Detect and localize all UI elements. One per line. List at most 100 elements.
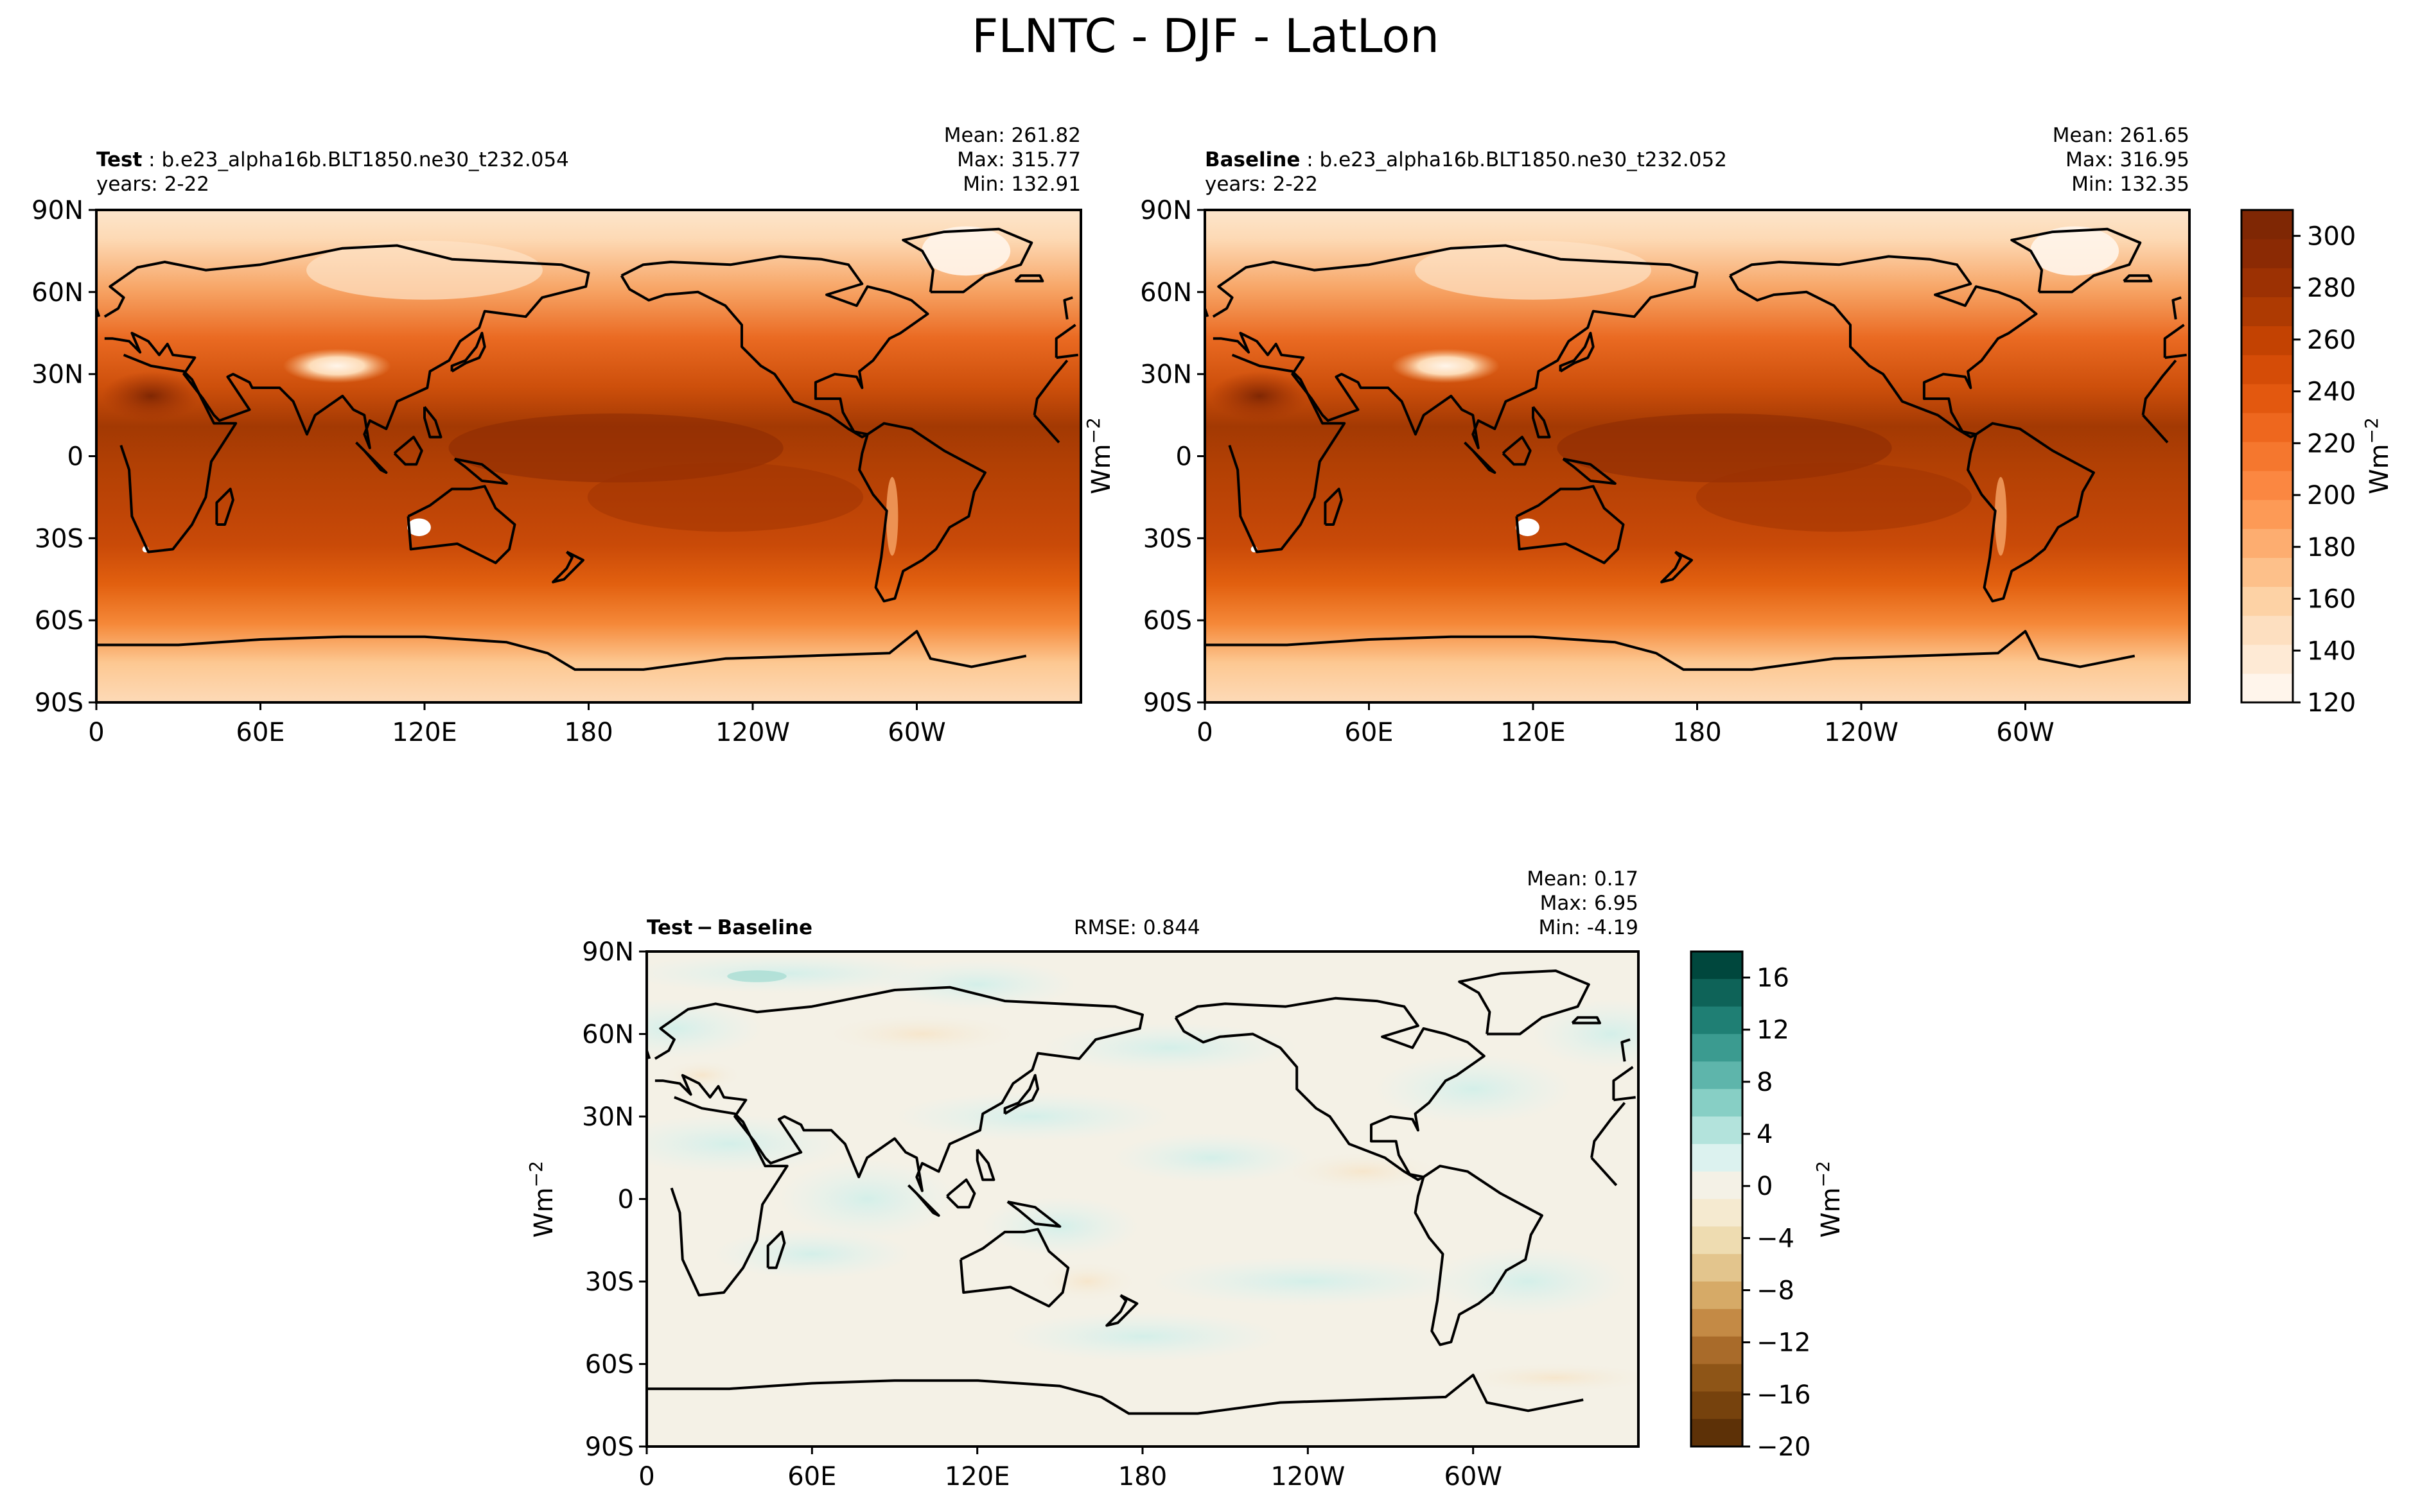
baseline-siberia xyxy=(1415,240,1651,300)
lat-tick-label: 60S xyxy=(1143,606,1192,636)
lat-tick-label: 60N xyxy=(31,278,83,308)
lon-tick-label: 0 xyxy=(638,1462,654,1491)
test-min: Min: 132.91 xyxy=(963,173,1081,196)
diff-neg-anom xyxy=(662,1060,742,1090)
colorbar-diff-tick-label: 8 xyxy=(1757,1068,1773,1097)
coastline-japan xyxy=(1559,331,1595,373)
diff-max: Max: 6.95 xyxy=(1539,892,1638,915)
coastline-borneo xyxy=(1502,435,1532,466)
colorbar-diff-segment xyxy=(1691,1364,1742,1392)
coastline-africa xyxy=(1033,360,1069,415)
coastline-eurasia xyxy=(2163,324,2185,358)
test-units-label: Wm−2 xyxy=(1083,417,1116,494)
coastline-uk xyxy=(2171,296,2182,320)
lon-tick-label: 60E xyxy=(1344,718,1393,747)
colorbar-diff-tick-label: 4 xyxy=(1757,1120,1773,1149)
diff-pos-anom xyxy=(893,1091,1171,1142)
coastline-eurasia xyxy=(103,244,590,449)
colorbar-diff-segment xyxy=(1691,1143,1742,1172)
test-tibet xyxy=(283,349,392,383)
colorbar-main-segment xyxy=(2241,268,2293,297)
coastline-antarctica xyxy=(647,1373,1584,1415)
colorbar-main-segment xyxy=(2241,644,2293,674)
colorbar-main-segment xyxy=(2241,471,2293,500)
coastline-africa xyxy=(1590,1102,1626,1158)
coastline-antarctica xyxy=(96,630,1027,671)
lat-tick-label: 60N xyxy=(1140,278,1192,308)
lat-tick-label: 90S xyxy=(1143,688,1192,718)
diff-mean: Mean: 0.17 xyxy=(1527,867,1638,891)
colorbar-main-tick-label: 240 xyxy=(2307,378,2356,407)
colorbar-main-tick-label: 200 xyxy=(2307,481,2356,510)
colorbar-diff-segment xyxy=(1691,1061,1742,1090)
coastline-japan xyxy=(450,331,486,373)
lon-tick-label: 180 xyxy=(564,718,613,747)
baseline-andes xyxy=(1994,476,2007,556)
lat-tick-label: 90N xyxy=(582,937,634,967)
baseline-label: Baseline xyxy=(1205,148,1301,171)
baseline-max: Max: 316.95 xyxy=(2065,148,2189,171)
test-andes xyxy=(886,476,899,556)
colorbar-diff-segment xyxy=(1691,1199,1742,1227)
lat-tick-label: 0 xyxy=(618,1185,634,1215)
coastline-africa xyxy=(2141,360,2177,415)
colorbar-diff-segment xyxy=(1691,1089,1742,1117)
baseline-stats: Mean: 261.65 Max: 316.95 Min: 132.35 xyxy=(1943,123,2189,196)
colorbar-diff-tick-label: −4 xyxy=(1757,1224,1794,1253)
colorbar-main-segment xyxy=(2241,615,2293,645)
lon-tick-label: 180 xyxy=(1672,718,1721,747)
coastline-newguinea xyxy=(1562,457,1617,485)
diff-pos-anom xyxy=(1041,1023,1299,1073)
coastline-philippines xyxy=(1532,406,1551,439)
coastline-eurasia xyxy=(1056,353,1078,360)
lon-tick-label: 120W xyxy=(1824,718,1898,747)
coastline-madagascar xyxy=(215,487,234,526)
colorbar-main-tick-label: 300 xyxy=(2307,222,2356,251)
baseline-greenland-ice xyxy=(2030,226,2119,276)
lon-tick-label: 120E xyxy=(1500,718,1566,747)
coastline-eurasia xyxy=(1613,1096,1636,1102)
colorbar-diff-frame xyxy=(1690,950,1744,1448)
test-case-name: b.e23_alpha16b.BLT1850.ne30_t232.054 xyxy=(161,148,569,171)
coastline-greenland xyxy=(2010,227,2142,293)
coastline-madagascar xyxy=(1324,487,1343,526)
colorbar-diff-tick-label: −16 xyxy=(1757,1380,1810,1410)
colorbar-main-units-label: Wm−2 xyxy=(2361,417,2394,494)
lat-tick-label: 90N xyxy=(1140,196,1192,225)
colorbar-main-segment xyxy=(2241,673,2293,703)
colorbar-main-segment xyxy=(2241,239,2293,268)
diff-arctic-anom xyxy=(727,970,787,982)
coastline-uk xyxy=(1620,1038,1631,1062)
lat-tick-label: 60N xyxy=(582,1020,634,1050)
coastline-australia xyxy=(959,1228,1070,1308)
baseline-years: years: 2-22 xyxy=(1205,173,1318,196)
diff-neg-anom xyxy=(1283,1151,1442,1192)
colorbar-diff-segment xyxy=(1691,1171,1742,1200)
colorbar-diff-segment xyxy=(1691,1391,1742,1420)
colorbar-diff-tick-label: 16 xyxy=(1757,964,1789,993)
lat-tick-label: 0 xyxy=(1176,442,1192,472)
colorbar-diff-segment xyxy=(1691,1308,1742,1337)
lat-tick-label: 90N xyxy=(31,196,83,225)
coastline-samerica xyxy=(1967,422,2095,603)
colorbar-main-segment xyxy=(2241,441,2293,471)
lon-tick-label: 60W xyxy=(1996,718,2054,747)
coastline-greenland xyxy=(902,227,1033,293)
coastline-newguinea xyxy=(453,457,508,485)
test-sahara xyxy=(101,371,200,421)
lon-tick-label: 0 xyxy=(1197,718,1213,747)
colorbar-main-segment xyxy=(2241,354,2293,385)
colorbar-main-tick-label: 160 xyxy=(2307,585,2356,614)
test-max: Max: 315.77 xyxy=(957,148,1081,171)
diff-neg-anom xyxy=(1456,1362,1638,1393)
lon-tick-label: 120W xyxy=(1270,1462,1345,1491)
lon-tick-label: 120E xyxy=(392,718,457,747)
coastline-borneo xyxy=(393,435,423,466)
lat-tick-label: 90S xyxy=(585,1432,634,1462)
coastline-namerica xyxy=(1728,255,2038,439)
coastline-samerica xyxy=(1414,1165,1543,1346)
coastline-africa xyxy=(1590,1156,1618,1186)
diff-pos-anom xyxy=(1149,1256,1467,1307)
colorbar-main-tick-label: 260 xyxy=(2307,326,2356,355)
diff-pos-anom xyxy=(647,1114,848,1174)
